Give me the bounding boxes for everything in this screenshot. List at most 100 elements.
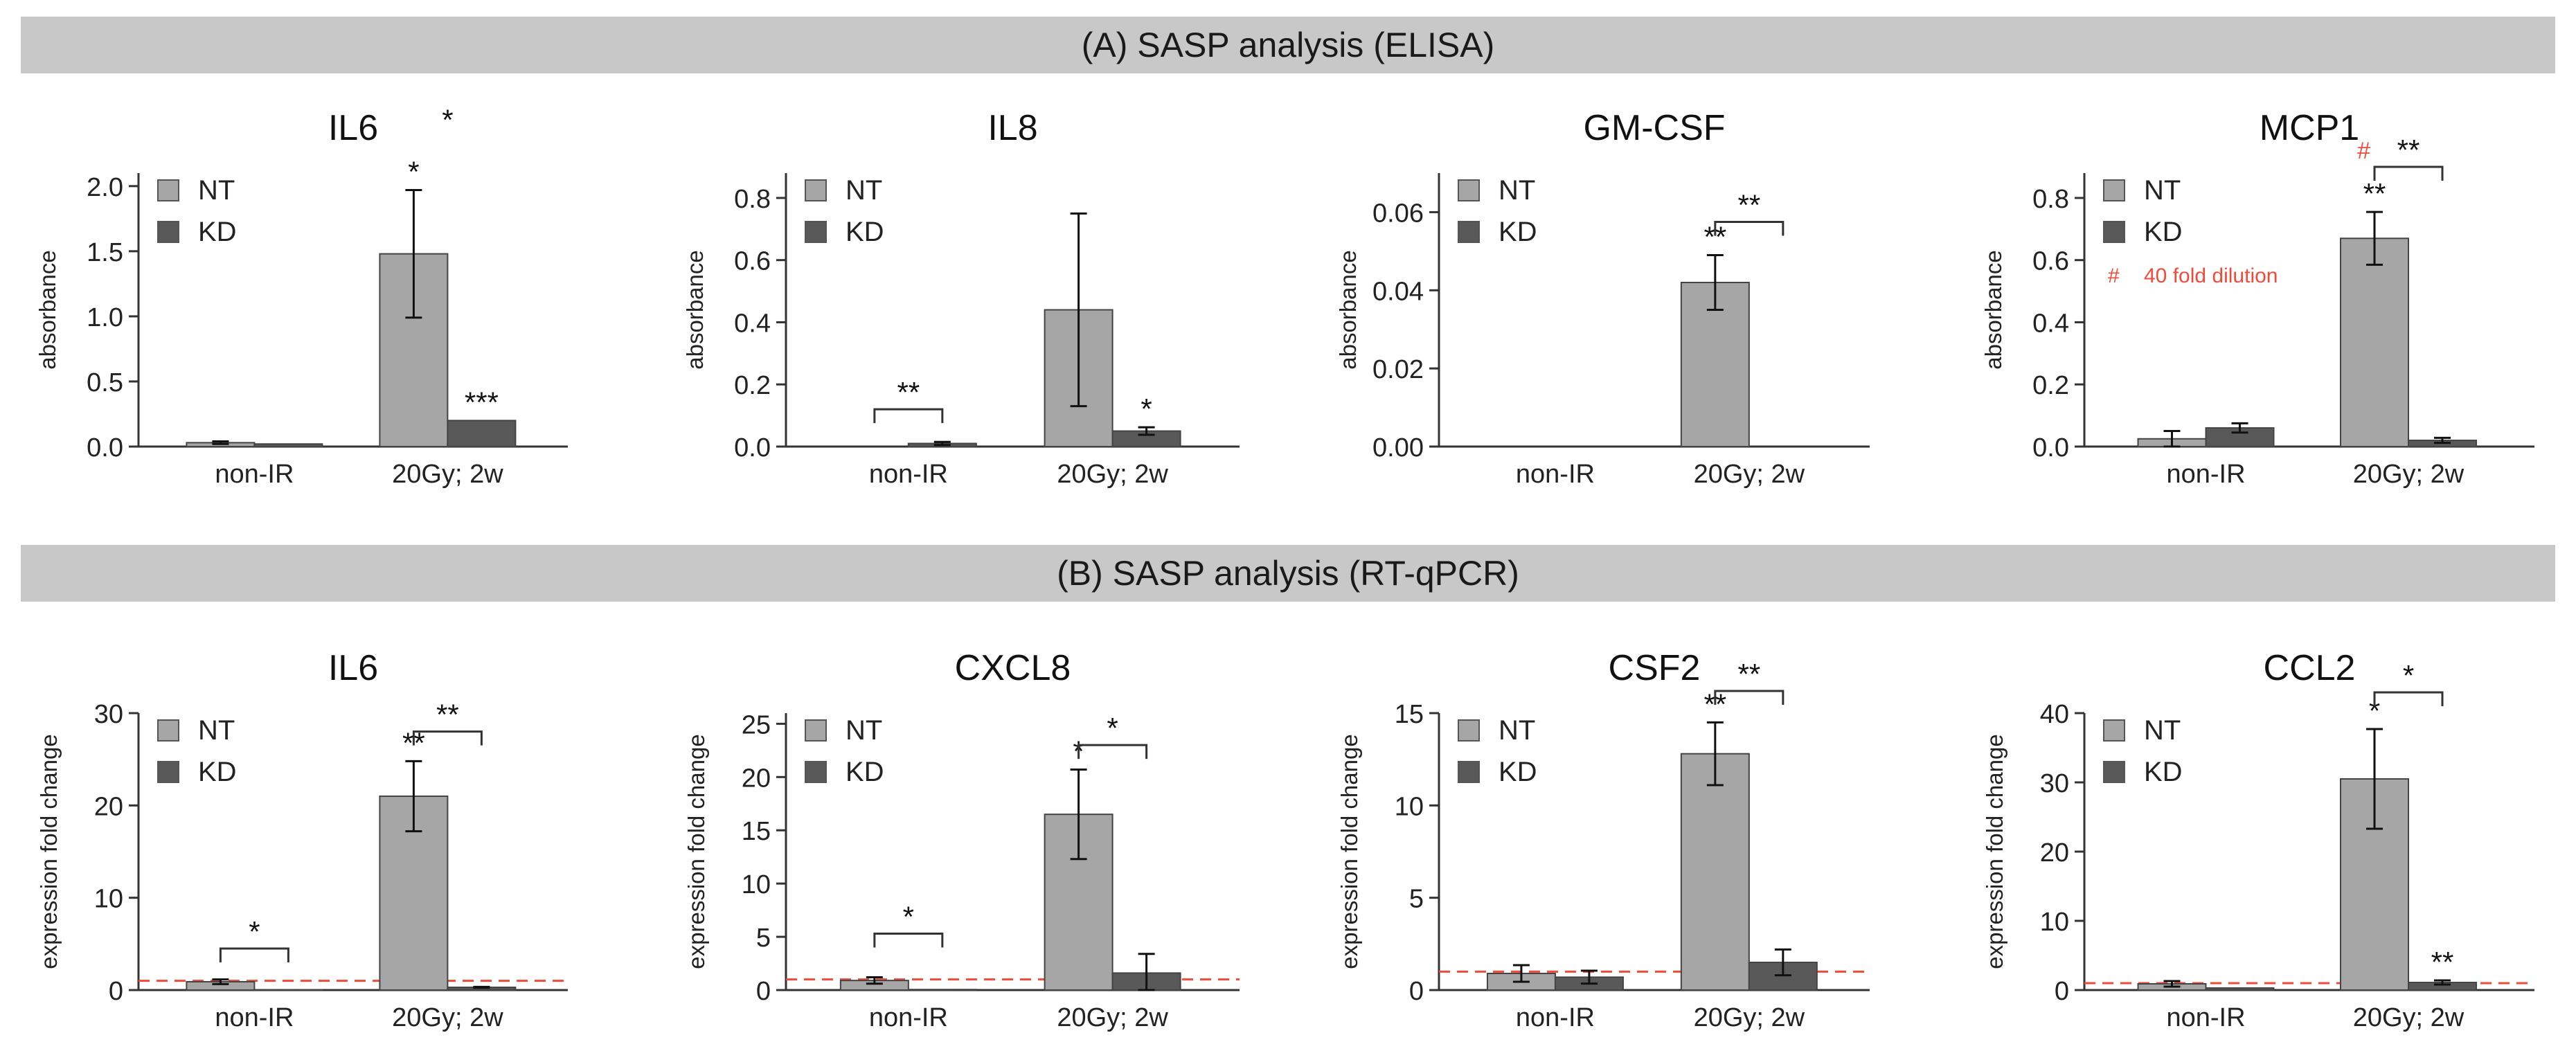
x-tick-label: 20Gy; 2w <box>1057 460 1168 489</box>
y-tick-label: 1.5 <box>87 238 123 267</box>
legend-label-nt: NT <box>846 715 882 746</box>
significance-mark: ** <box>1737 658 1760 690</box>
legend-swatch-kd <box>1458 761 1480 783</box>
legend-swatch-nt <box>1458 719 1480 742</box>
legend-swatch-nt <box>2103 719 2125 742</box>
section-a-banner: (A) SASP analysis (ELISA) <box>21 17 2555 73</box>
y-tick-label: 10 <box>742 870 771 899</box>
y-tick-label: 10 <box>2040 908 2069 937</box>
y-tick-label: 0 <box>2055 977 2069 1006</box>
legend-label-nt: NT <box>2144 715 2181 746</box>
y-tick-label: 0.5 <box>87 368 123 397</box>
bar-kd-0 <box>907 989 977 991</box>
y-tick-label: 30 <box>2040 769 2069 798</box>
legend-label-nt: NT <box>1499 715 1535 746</box>
y-tick-label: 0 <box>109 977 123 1006</box>
y-tick-label: 0.8 <box>734 185 771 214</box>
significance-bracket <box>1714 221 1785 236</box>
y-tick-label: 0.06 <box>1372 199 1424 228</box>
significance-mark: * <box>903 900 914 933</box>
y-axis-label: absorbance <box>35 250 60 369</box>
y-tick-label: 0.4 <box>734 309 771 338</box>
y-tick-label: 20 <box>742 764 771 793</box>
chart-title: IL6 <box>328 108 378 148</box>
chart-title: CSF2 <box>1609 648 1701 688</box>
legend-swatch-kd <box>157 761 179 783</box>
significance-bracket <box>1077 744 1148 760</box>
x-tick-label: non-IR <box>1516 1003 1595 1032</box>
y-tick-label: 5 <box>1409 885 1424 914</box>
y-tick-label: 0.04 <box>1372 277 1424 306</box>
chart-title: IL6 <box>328 648 378 688</box>
legend-swatch-nt <box>805 719 827 742</box>
y-tick-label: 0.6 <box>734 247 771 276</box>
legend-label-kd: KD <box>846 217 884 247</box>
y-tick-label: 2.0 <box>87 173 123 202</box>
chart-title: MCP1 <box>2260 108 2359 148</box>
y-tick-label: 5 <box>756 924 771 953</box>
significance-mark: * <box>249 915 260 948</box>
significance-mark: ** <box>1737 189 1760 222</box>
y-tick-label: 0.0 <box>734 433 771 462</box>
significance-mark: * <box>1141 393 1152 425</box>
significance-bracket <box>873 932 944 948</box>
y-tick-label: 25 <box>742 710 771 739</box>
y-tick-label: 0.0 <box>87 433 123 462</box>
y-axis-label: expression fold change <box>683 734 709 969</box>
y-axis-label: expression fold change <box>1982 734 2007 969</box>
x-tick-label: 20Gy; 2w <box>1057 1003 1168 1032</box>
legend-swatch-nt <box>157 179 179 201</box>
legend-label-kd: KD <box>1499 217 1537 247</box>
y-tick-label: 30 <box>94 700 123 729</box>
significance-mark: *** <box>465 386 499 418</box>
x-tick-label: non-IR <box>1516 460 1595 489</box>
x-tick-label: 20Gy; 2w <box>1694 1003 1805 1032</box>
legend-label-nt: NT <box>198 715 235 746</box>
y-tick-label: 20 <box>94 792 123 821</box>
bar-nt-1 <box>1680 753 1750 991</box>
legend-label-kd: KD <box>846 757 884 787</box>
bar-kd-0 <box>2205 987 2275 991</box>
bar-kd-1 <box>447 420 517 448</box>
legend-label-nt: NT <box>198 175 235 206</box>
x-tick-label: non-IR <box>2166 460 2245 489</box>
y-tick-label: 1.0 <box>87 303 123 332</box>
legend-swatch-nt <box>2103 179 2125 201</box>
x-tick-label: non-IR <box>215 460 294 489</box>
legend-swatch-kd <box>157 221 179 243</box>
x-tick-label: non-IR <box>215 1003 294 1032</box>
chart-title: GM-CSF <box>1583 108 1725 148</box>
legend-label-nt: NT <box>846 175 882 206</box>
y-axis-label: expression fold change <box>1336 734 1362 969</box>
legend-swatch-kd <box>805 221 827 243</box>
significance-mark: * <box>1107 712 1118 744</box>
dilution-mark: # <box>2357 138 2370 164</box>
chart-title: CXCL8 <box>955 648 1071 688</box>
significance-mark: ** <box>436 699 459 731</box>
legend-swatch-kd <box>2103 221 2125 243</box>
y-axis-label: absorbance <box>1980 250 2006 369</box>
x-tick-label: non-IR <box>869 460 948 489</box>
y-tick-label: 0 <box>756 977 771 1006</box>
significance-mark: ** <box>897 376 920 408</box>
y-tick-label: 0.0 <box>2032 433 2069 462</box>
legend-swatch-nt <box>1458 179 1480 201</box>
legend-swatch-kd <box>805 761 827 783</box>
significance-bracket <box>2373 165 2444 181</box>
y-tick-label: 0.8 <box>2032 185 2069 214</box>
x-tick-label: 20Gy; 2w <box>1694 460 1805 489</box>
y-axis-label: absorbance <box>682 250 708 369</box>
significance-mark: * <box>2369 694 2380 727</box>
y-axis-label: absorbance <box>1335 250 1361 369</box>
legend-label-kd: KD <box>198 757 237 787</box>
significance-mark: ** <box>2363 177 2386 210</box>
bar-nt-1 <box>2340 237 2409 447</box>
significance-mark: * <box>408 155 419 188</box>
legend-swatch-kd <box>2103 761 2125 783</box>
y-tick-label: 0 <box>1409 977 1424 1006</box>
significance-bracket <box>2373 691 2444 706</box>
y-tick-label: 40 <box>2040 700 2069 729</box>
significance-mark: * <box>442 103 453 136</box>
note-text: 40 fold dilution <box>2144 264 2278 287</box>
x-tick-label: 20Gy; 2w <box>392 460 503 489</box>
